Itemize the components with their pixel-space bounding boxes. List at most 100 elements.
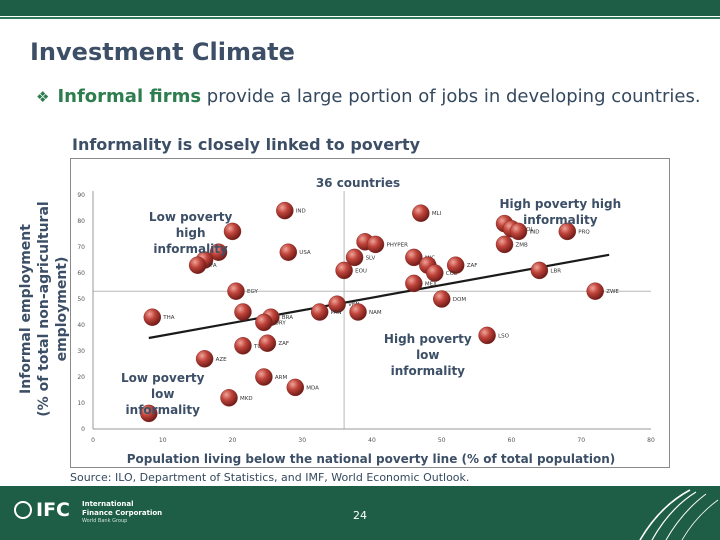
org-subtitle: World Bank Group <box>82 518 128 524</box>
data-point-label: URY <box>275 320 286 326</box>
data-point <box>227 282 245 300</box>
y-tick-label: 10 <box>77 400 85 407</box>
page-number: 24 <box>353 509 367 522</box>
top-banner <box>0 0 720 16</box>
data-point <box>405 274 423 293</box>
data-point-label: PRQ <box>578 229 590 235</box>
data-point <box>234 303 252 321</box>
data-point-label: ZAF <box>278 341 289 347</box>
y-axis-label-line-1: Informal employment <box>18 224 34 394</box>
data-point-label: PHYPER <box>386 242 408 248</box>
data-point <box>509 222 528 241</box>
top-divider <box>0 17 720 19</box>
x-tick-label: 80 <box>647 437 655 444</box>
data-point <box>335 261 353 280</box>
y-axis-label-line-3: employment) <box>54 256 70 362</box>
x-tick-label: 30 <box>298 437 306 444</box>
y-tick-label: 20 <box>77 374 85 381</box>
quadrant-label: High poverty low informality <box>384 332 472 378</box>
data-point <box>328 295 346 313</box>
data-point-label: ZWE <box>606 289 619 295</box>
data-point <box>258 334 277 352</box>
x-tick-label: 0 <box>91 437 95 444</box>
data-point <box>234 337 252 355</box>
data-point <box>255 313 273 332</box>
data-point-label: BRA <box>282 315 293 321</box>
chart-heading: Informality is closely linked to poverty <box>72 135 421 154</box>
data-point-label: TUR <box>253 344 265 350</box>
quadrant-label: Low poverty low informality <box>121 371 205 417</box>
data-point <box>209 243 228 261</box>
y-tick-label: 40 <box>77 322 85 329</box>
data-point <box>349 303 367 321</box>
x-tick-label: 70 <box>577 437 585 444</box>
data-point <box>426 264 444 282</box>
org-name-line-1: International <box>82 500 134 508</box>
quadrant-label: High poverty high informality <box>499 197 621 227</box>
data-point-label: BOL <box>523 227 535 233</box>
data-point-label: MEX <box>425 281 437 287</box>
data-point <box>223 222 242 241</box>
data-point <box>276 201 294 220</box>
data-point-label: PAN <box>331 310 342 316</box>
data-point <box>530 261 549 280</box>
x-tick-label: 50 <box>438 437 446 444</box>
data-point <box>140 404 158 423</box>
data-point <box>433 290 451 308</box>
x-axis-label: Population living below the national pov… <box>127 452 616 466</box>
data-point-label: MKD <box>240 396 253 402</box>
data-point <box>345 248 364 267</box>
data-point-label: IND <box>296 209 306 215</box>
quadrant-label: Low poverty high informality <box>149 210 233 256</box>
data-point-label: IND <box>529 229 539 235</box>
bullet-text: provide a large portion of jobs in devel… <box>201 86 701 107</box>
x-tick-label: 10 <box>159 437 167 444</box>
globe-icon <box>14 501 32 519</box>
x-tick-label: 20 <box>229 437 237 444</box>
data-point-label: EOU <box>355 268 367 274</box>
footer-bar <box>0 486 720 540</box>
bullet-emphasis: Informal firms <box>57 86 202 107</box>
data-point <box>255 368 273 386</box>
x-tick-label: 60 <box>508 437 516 444</box>
diamond-bullet-icon: ❖ <box>36 88 50 106</box>
data-point <box>478 326 496 345</box>
y-tick-label: 0 <box>81 426 85 433</box>
data-point <box>447 256 465 274</box>
ifc-logo: IFC <box>14 499 70 521</box>
chart-frame: 0 10 20 30 40 50 60 70 80 0 10 20 30 40 50 60 70 80 90 IND… <box>70 158 670 468</box>
data-point <box>586 282 604 300</box>
y-axis-label-line-2: (% of total non-agricultural <box>36 201 52 417</box>
data-point <box>220 389 238 407</box>
data-point <box>310 303 329 321</box>
data-point <box>495 235 514 254</box>
org-name-line-2: Finance Corporation <box>82 509 163 517</box>
data-point-label: THA <box>162 315 174 321</box>
data-point-label: MLI <box>432 211 442 217</box>
data-point-label: ZMB <box>516 242 529 248</box>
swoosh-decoration <box>639 489 719 540</box>
scatter-chart: 0 10 20 30 40 50 60 70 80 0 10 20 30 40 50 60 70 80 90 IND… <box>77 176 655 466</box>
data-point <box>279 243 298 261</box>
data-point-label: AZE <box>216 357 228 363</box>
bullet-point: ❖ Informal firms provide a large portion … <box>36 86 701 107</box>
data-point-label: ZAF <box>467 263 478 269</box>
data-point <box>366 235 385 254</box>
org-name: International Finance Corporation <box>82 500 162 518</box>
y-tick-label: 50 <box>77 296 85 303</box>
data-point-label: NAM <box>369 310 382 316</box>
y-tick-label: 60 <box>77 270 85 277</box>
y-tick-label: 90 <box>77 192 85 199</box>
data-point <box>405 248 423 267</box>
data-point-label: USA <box>299 250 311 256</box>
data-point-label: EGY <box>247 289 258 295</box>
y-tick-label: 80 <box>77 218 85 225</box>
data-point <box>558 222 576 241</box>
data-point <box>188 256 207 274</box>
x-tick-label: 40 <box>368 437 376 444</box>
data-point-label: IFA <box>209 263 217 269</box>
ifc-logo-text: IFC <box>36 499 70 521</box>
slide-title: Investment Climate <box>30 38 295 66</box>
data-point <box>412 204 430 222</box>
data-point-label: LBR <box>550 268 561 274</box>
